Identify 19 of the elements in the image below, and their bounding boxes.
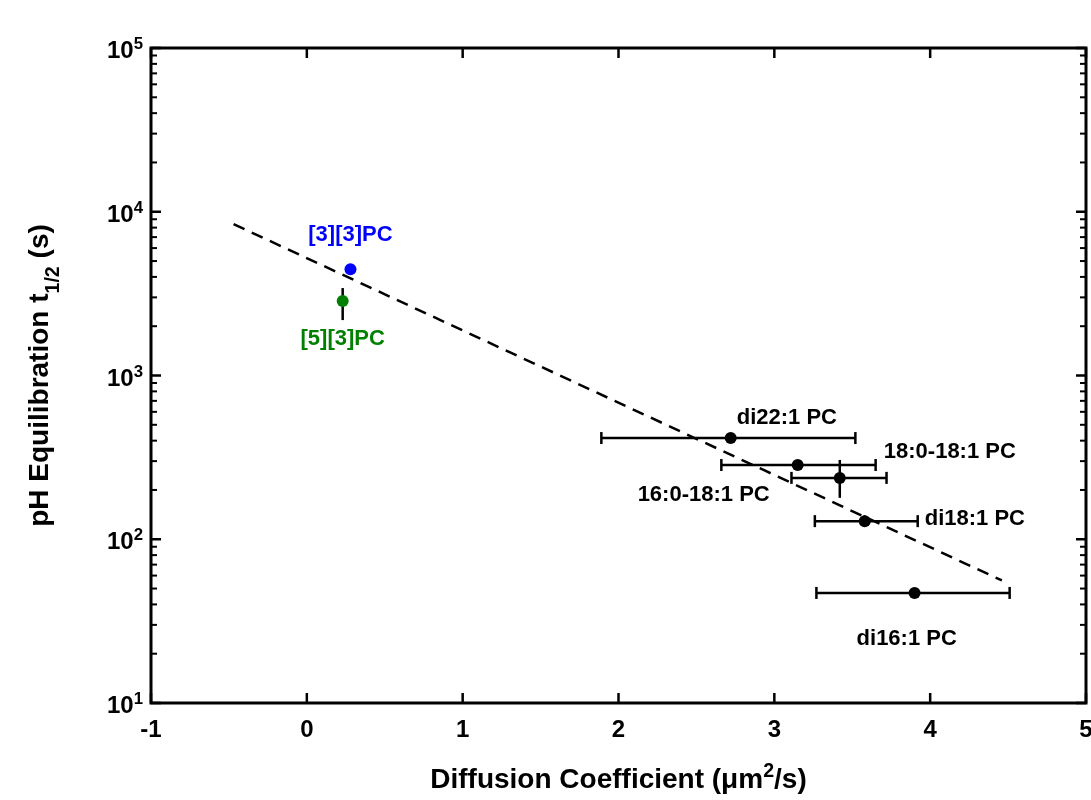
x-axis-title: Diffusion Coefficient (μm$^{2}$/s) [430, 759, 807, 794]
y-tick-label: 10$^{5}$ [106, 33, 143, 63]
text: di18:1 PC [924, 505, 1026, 531]
x-tick-label: 4 [923, 715, 938, 742]
series-label: [5][3]PC [300, 325, 385, 351]
series-label: [3][3]PC [308, 221, 393, 247]
x-tick-label: 1 [455, 715, 470, 742]
series-label: di16:1 PC [856, 624, 957, 650]
series-label: 18:0-18:1 PC [883, 437, 1016, 463]
x-tick-label: 3 [767, 715, 782, 742]
series-label: di22:1 PC [736, 404, 838, 430]
x-tick-label: 2 [611, 715, 626, 742]
x-tick-label: -1 [140, 715, 162, 742]
y-tick-label: 10$^{3}$ [106, 361, 143, 391]
series-label: 16:0-18:1 PC [637, 481, 770, 507]
x-tick-label: 0 [300, 715, 314, 742]
y-tick-label: 10$^{4}$ [106, 197, 144, 227]
y-tick-label: 10$^{1}$ [106, 688, 143, 718]
y-tick-label: 10$^{2}$ [106, 524, 143, 555]
